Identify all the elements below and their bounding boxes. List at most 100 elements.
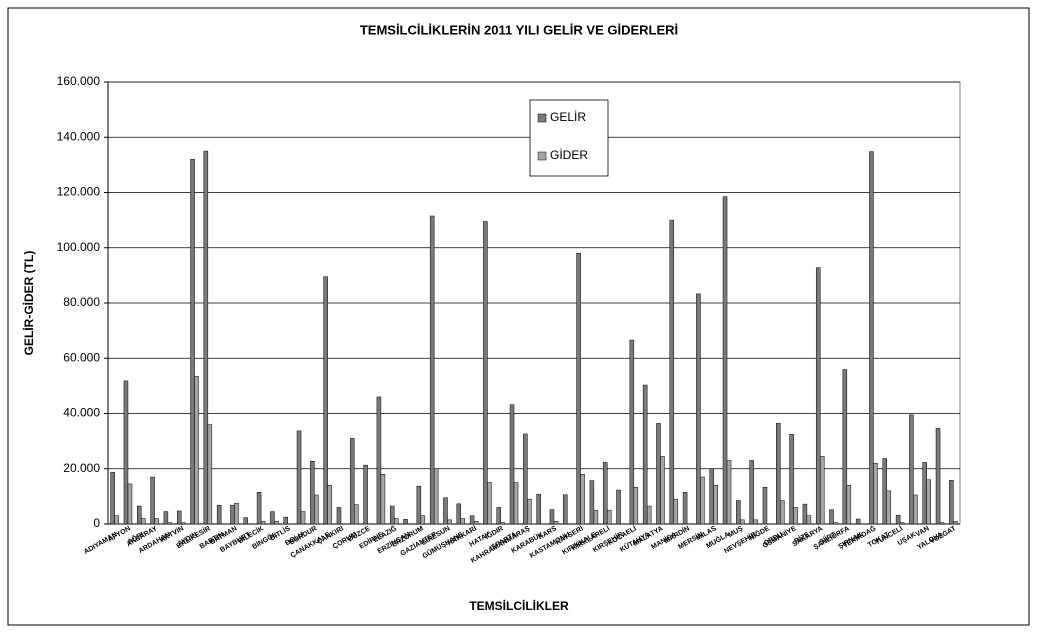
bar [833, 522, 838, 525]
bar [123, 380, 129, 525]
bar [922, 462, 927, 525]
bar [176, 510, 182, 525]
bar [646, 505, 652, 525]
bar [935, 427, 941, 525]
bar [789, 433, 794, 525]
bar [114, 515, 119, 525]
bar [270, 511, 275, 525]
bar [669, 219, 675, 525]
bar [127, 483, 133, 525]
bar [393, 518, 399, 525]
legend-swatch [537, 113, 547, 123]
bar [700, 476, 705, 525]
bar [740, 519, 745, 525]
y-tick-label: 80.000 [63, 295, 100, 309]
bar [895, 514, 901, 525]
y-tick-label: 60.000 [63, 350, 100, 364]
bar [806, 515, 812, 525]
bar [576, 253, 581, 525]
bar [243, 517, 249, 525]
bar [909, 414, 914, 525]
bar [842, 369, 848, 525]
bar [323, 276, 328, 525]
bar [913, 494, 918, 525]
bar [660, 456, 665, 525]
bar [380, 474, 386, 525]
bar [190, 159, 195, 525]
bar [802, 503, 808, 525]
legend-box [529, 99, 609, 177]
bar [154, 518, 159, 525]
bar [207, 424, 213, 525]
bar [110, 472, 115, 525]
bar [256, 491, 262, 525]
bar [553, 520, 559, 525]
bar [483, 221, 488, 525]
legend-label: GİDER [550, 148, 588, 162]
bar [815, 267, 821, 525]
x-axis-title: TEMSİLCİLİKLER [469, 598, 569, 613]
bar [469, 515, 475, 525]
bar [629, 339, 635, 525]
bar [762, 487, 768, 525]
bar [500, 522, 505, 525]
bar [137, 505, 142, 525]
bar [314, 494, 319, 525]
bar [167, 522, 173, 525]
bar [403, 519, 408, 525]
bar [563, 494, 568, 525]
bar [736, 500, 741, 525]
bar [656, 423, 661, 525]
y-tick-label: 140.000 [57, 129, 101, 143]
bar [163, 511, 169, 525]
bar [780, 500, 785, 525]
bar [642, 384, 648, 525]
bar [234, 503, 239, 525]
bar [194, 375, 199, 525]
y-tick-label: 20.000 [63, 461, 100, 475]
bar [296, 430, 302, 525]
bar [230, 504, 235, 525]
bar [696, 293, 701, 525]
bar [722, 196, 728, 525]
bar [616, 489, 621, 525]
bar [673, 498, 679, 525]
bar [749, 460, 754, 525]
bar [589, 480, 595, 525]
legend-label: GELİR [550, 110, 586, 124]
bar [150, 476, 155, 525]
bar [753, 519, 758, 525]
bar [389, 505, 395, 525]
y-tick-label: 0 [93, 516, 100, 530]
bar [873, 462, 878, 525]
bar [429, 215, 435, 525]
bar [416, 485, 422, 525]
bar [793, 507, 798, 525]
bar [300, 511, 306, 525]
bar [726, 460, 732, 525]
bar [819, 456, 825, 525]
bar [460, 518, 466, 525]
bar [709, 468, 714, 525]
bar [216, 504, 222, 525]
bar [447, 519, 452, 525]
bar [633, 487, 639, 525]
bar [855, 518, 861, 525]
bar [283, 516, 288, 525]
bar [350, 438, 355, 525]
bar [939, 522, 945, 525]
chart-title: TEMSİLCİLİKLERİN 2011 YILI GELİR VE GİDE… [360, 22, 678, 37]
bar [513, 482, 519, 525]
bar [274, 520, 279, 525]
bar [509, 404, 515, 525]
bar [180, 522, 186, 525]
bar [260, 520, 266, 525]
bar [606, 509, 612, 525]
y-tick-label: 160.000 [57, 74, 101, 88]
bar [443, 497, 448, 525]
bar [536, 493, 541, 525]
bar [203, 150, 209, 525]
bar [141, 518, 146, 525]
bar [420, 515, 426, 525]
